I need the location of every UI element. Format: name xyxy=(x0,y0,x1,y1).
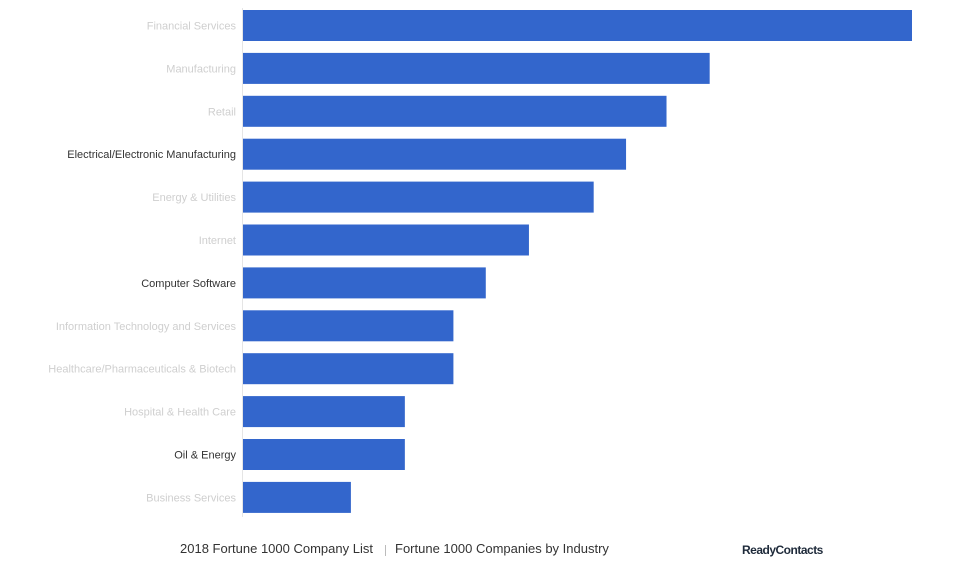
category-label-oil-energy: Oil & Energy xyxy=(174,450,236,462)
bar-financial-services[interactable] xyxy=(243,10,912,41)
fortune-1000-list-link[interactable]: 2018 Fortune 1000 Company List xyxy=(180,541,373,556)
bar-chart: Financial Services Manufacturing Retail Ele… xyxy=(48,8,912,517)
category-label-computer-software: Computer Software xyxy=(141,278,236,290)
bar-internet[interactable] xyxy=(243,224,529,256)
footer: 2018 Fortune 1000 Company List Fortune 1… xyxy=(0,541,960,561)
bar-information-technology-and-services[interactable] xyxy=(243,310,454,342)
bars-group xyxy=(243,10,912,513)
category-label-healthcare-pharmaceuticals-biotech: Healthcare/Pharmaceuticals & Biotech xyxy=(48,364,236,376)
bar-healthcare-pharmaceuticals-biotech[interactable] xyxy=(243,353,454,385)
category-labels-group: Financial Services Manufacturing Retail Ele… xyxy=(48,21,236,505)
bar-electrical-electronic-manufacturing[interactable] xyxy=(243,138,627,170)
bar-energy-utilities[interactable] xyxy=(243,181,594,213)
category-label-manufacturing: Manufacturing xyxy=(166,63,236,75)
category-label-hospital-health-care: Hospital & Health Care xyxy=(124,407,236,419)
category-label-energy-utilities: Energy & Utilities xyxy=(152,192,236,204)
brand-logo: ReadyContacts xyxy=(742,543,823,557)
category-label-financial-services: Financial Services xyxy=(147,21,237,33)
category-label-internet: Internet xyxy=(199,235,236,247)
bar-business-services[interactable] xyxy=(243,481,351,513)
footer-divider xyxy=(385,545,386,556)
fortune-1000-by-industry-link[interactable]: Fortune 1000 Companies by Industry xyxy=(395,541,609,556)
bar-hospital-health-care[interactable] xyxy=(243,396,405,428)
bar-retail[interactable] xyxy=(243,95,667,127)
category-label-retail: Retail xyxy=(208,106,236,118)
category-label-business-services: Business Services xyxy=(146,492,236,504)
category-label-electrical-electronic-manufacturing: Electrical/Electronic Manufacturing xyxy=(67,149,236,161)
bar-manufacturing[interactable] xyxy=(243,52,710,84)
category-label-information-technology-and-services: Information Technology and Services xyxy=(56,321,237,333)
bar-computer-software[interactable] xyxy=(243,267,486,299)
bar-oil-energy[interactable] xyxy=(243,439,405,470)
